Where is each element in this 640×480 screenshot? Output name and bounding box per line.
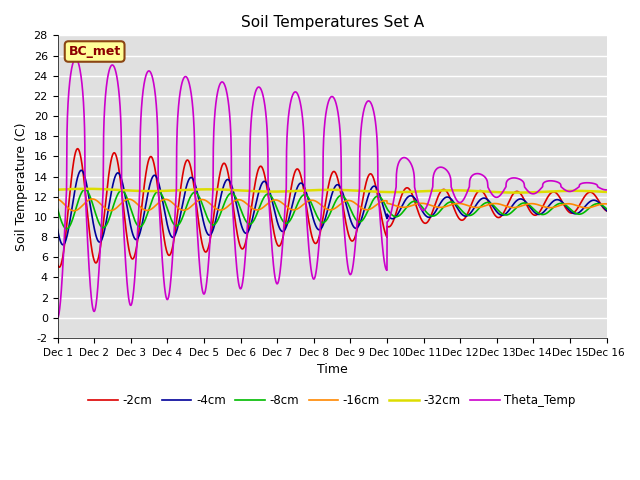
Theta_Temp: [54, 315, 61, 321]
-2cm: [172, 227, 179, 232]
Theta_Temp: [603, 187, 611, 193]
-8cm: [207, 221, 215, 227]
Title: Soil Temperatures Set A: Soil Temperatures Set A: [241, 15, 424, 30]
Line: -2cm: -2cm: [58, 149, 607, 267]
-8cm: [386, 210, 394, 216]
-16cm: [54, 196, 61, 202]
-16cm: [88, 196, 96, 202]
-32cm: [513, 190, 520, 195]
-4cm: [59, 242, 67, 248]
-4cm: [172, 231, 179, 237]
Text: BC_met: BC_met: [68, 45, 121, 58]
-8cm: [603, 206, 611, 212]
-2cm: [54, 262, 61, 267]
-4cm: [396, 208, 403, 214]
-8cm: [54, 206, 61, 212]
Line: -16cm: -16cm: [58, 199, 607, 211]
Theta_Temp: [551, 179, 559, 184]
-4cm: [77, 168, 85, 173]
-4cm: [386, 215, 394, 220]
-32cm: [386, 189, 394, 195]
-8cm: [603, 206, 611, 212]
Theta_Temp: [602, 187, 610, 193]
-2cm: [74, 146, 81, 152]
-2cm: [603, 208, 611, 214]
-2cm: [207, 231, 215, 237]
Theta_Temp: [207, 221, 215, 227]
-16cm: [172, 203, 179, 208]
-4cm: [551, 197, 559, 203]
-8cm: [396, 213, 403, 218]
Theta_Temp: [72, 56, 79, 61]
-8cm: [172, 223, 179, 228]
-4cm: [603, 208, 611, 214]
Line: Theta_Temp: Theta_Temp: [58, 59, 607, 318]
-32cm: [551, 189, 559, 194]
X-axis label: Time: Time: [317, 363, 348, 376]
-32cm: [603, 189, 611, 195]
-2cm: [396, 199, 403, 204]
-8cm: [81, 187, 89, 192]
-32cm: [207, 186, 215, 192]
Theta_Temp: [386, 215, 394, 220]
-16cm: [396, 204, 403, 210]
-32cm: [172, 188, 179, 193]
-4cm: [207, 231, 215, 237]
-32cm: [54, 187, 61, 192]
Line: -32cm: -32cm: [58, 189, 607, 192]
-8cm: [63, 226, 70, 232]
-2cm: [56, 264, 63, 270]
Line: -8cm: -8cm: [58, 190, 607, 229]
-4cm: [603, 208, 611, 214]
Legend: -2cm, -4cm, -8cm, -16cm, -32cm, Theta_Temp: -2cm, -4cm, -8cm, -16cm, -32cm, Theta_Te…: [84, 389, 580, 412]
-8cm: [551, 203, 559, 209]
Theta_Temp: [172, 206, 179, 212]
-4cm: [54, 227, 61, 232]
-16cm: [70, 208, 78, 214]
-32cm: [396, 189, 403, 195]
-16cm: [603, 201, 611, 207]
-2cm: [603, 208, 611, 214]
Line: -4cm: -4cm: [58, 170, 607, 245]
-16cm: [603, 201, 611, 207]
-2cm: [551, 189, 559, 195]
-16cm: [207, 202, 215, 208]
-32cm: [603, 189, 611, 195]
-2cm: [386, 224, 394, 229]
-32cm: [83, 186, 90, 192]
Theta_Temp: [396, 158, 403, 164]
Y-axis label: Soil Temperature (C): Soil Temperature (C): [15, 122, 28, 251]
-16cm: [386, 201, 394, 207]
-16cm: [551, 204, 559, 210]
